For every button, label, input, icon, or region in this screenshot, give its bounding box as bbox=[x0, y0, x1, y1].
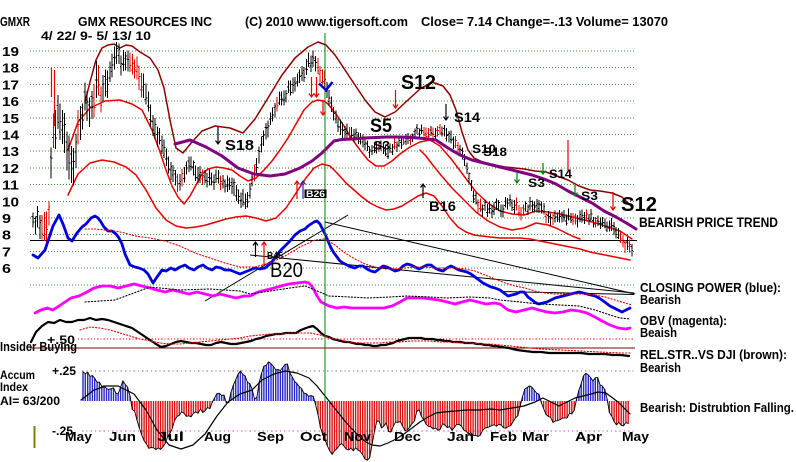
svg-text:9: 9 bbox=[2, 211, 11, 226]
svg-text:Feb: Feb bbox=[490, 429, 517, 444]
svg-text:Bearish: Distrubtion Falling.: Bearish: Distrubtion Falling. bbox=[640, 400, 794, 415]
svg-text:Jul: Jul bbox=[157, 429, 184, 444]
svg-text:B26: B26 bbox=[306, 189, 325, 199]
svg-text:Jan: Jan bbox=[447, 429, 474, 444]
svg-text:Aug: Aug bbox=[204, 429, 231, 444]
svg-text:AI= 63/200: AI= 63/200 bbox=[0, 394, 60, 408]
svg-text:Mar: Mar bbox=[522, 429, 549, 444]
svg-text:S14: S14 bbox=[549, 167, 572, 181]
svg-text:12: 12 bbox=[2, 161, 19, 176]
svg-text:Jun: Jun bbox=[109, 429, 136, 444]
svg-text:Index: Index bbox=[0, 380, 28, 394]
svg-text:Nov: Nov bbox=[344, 429, 372, 444]
svg-text:8: 8 bbox=[2, 228, 11, 243]
svg-text:Apr: Apr bbox=[575, 429, 602, 444]
svg-text:19: 19 bbox=[2, 44, 19, 59]
svg-text:Insider Buying: Insider Buying bbox=[0, 339, 77, 354]
svg-text:S18: S18 bbox=[225, 137, 254, 154]
svg-text:7: 7 bbox=[2, 244, 11, 259]
svg-text:B16: B16 bbox=[429, 198, 456, 214]
svg-text:B45: B45 bbox=[267, 251, 283, 262]
svg-text:S3: S3 bbox=[373, 139, 390, 153]
svg-text:B20: B20 bbox=[270, 259, 303, 282]
svg-text:May: May bbox=[65, 429, 93, 444]
svg-text:GMXR: GMXR bbox=[0, 14, 30, 29]
svg-text:BEARISH PRICE TREND: BEARISH PRICE TREND bbox=[639, 214, 778, 230]
svg-text:S12: S12 bbox=[401, 72, 436, 94]
svg-text:Accum: Accum bbox=[0, 368, 35, 382]
svg-text:S12: S12 bbox=[621, 194, 657, 216]
svg-text:Bearish: Bearish bbox=[640, 360, 681, 375]
svg-text:15: 15 bbox=[2, 111, 19, 126]
svg-text:18: 18 bbox=[2, 61, 19, 76]
svg-text:13: 13 bbox=[2, 144, 19, 159]
svg-text:May: May bbox=[622, 429, 650, 444]
svg-text:Beaish: Beaish bbox=[640, 325, 677, 340]
svg-text:REL.STR..VS DJI (brown):: REL.STR..VS DJI (brown): bbox=[640, 347, 787, 362]
svg-text:6: 6 bbox=[2, 261, 11, 276]
svg-text:Oct: Oct bbox=[300, 429, 328, 444]
svg-text:CLOSING POWER (blue):: CLOSING POWER (blue): bbox=[640, 280, 781, 295]
svg-text:S5: S5 bbox=[370, 116, 392, 137]
svg-text:10: 10 bbox=[2, 194, 19, 209]
svg-text:14: 14 bbox=[2, 128, 20, 143]
svg-text:17: 17 bbox=[2, 77, 19, 92]
svg-text:4/ 22/ 9- 5/ 13/ 10: 4/ 22/ 9- 5/ 13/ 10 bbox=[41, 29, 151, 43]
svg-text:Close= 7.14 Change=-.13 Volu: Close= 7.14 Change=-.13 Volume= 13070 bbox=[421, 14, 668, 29]
svg-text:+.50: +.50 bbox=[47, 333, 75, 347]
svg-text:S18: S18 bbox=[483, 145, 507, 159]
svg-text:11: 11 bbox=[2, 178, 19, 193]
svg-text:-.25: -.25 bbox=[52, 424, 73, 438]
svg-text:+.25: +.25 bbox=[52, 364, 76, 378]
svg-text:GMX RESOURCES INC: GMX RESOURCES INC bbox=[78, 14, 213, 29]
svg-text:Bearish: Bearish bbox=[640, 292, 681, 307]
svg-text:S3: S3 bbox=[581, 189, 598, 203]
svg-text:S10: S10 bbox=[472, 142, 496, 156]
svg-text:(C) 2010 www.tigersoft.com: (C) 2010 www.tigersoft.com bbox=[245, 14, 408, 29]
svg-text:16: 16 bbox=[2, 94, 19, 109]
svg-text:Dec: Dec bbox=[394, 429, 421, 444]
svg-text:Sep: Sep bbox=[257, 429, 284, 444]
svg-text:OBV (magenta):: OBV (magenta): bbox=[640, 313, 727, 328]
svg-text:S3: S3 bbox=[528, 176, 545, 190]
svg-text:S14: S14 bbox=[454, 109, 480, 125]
